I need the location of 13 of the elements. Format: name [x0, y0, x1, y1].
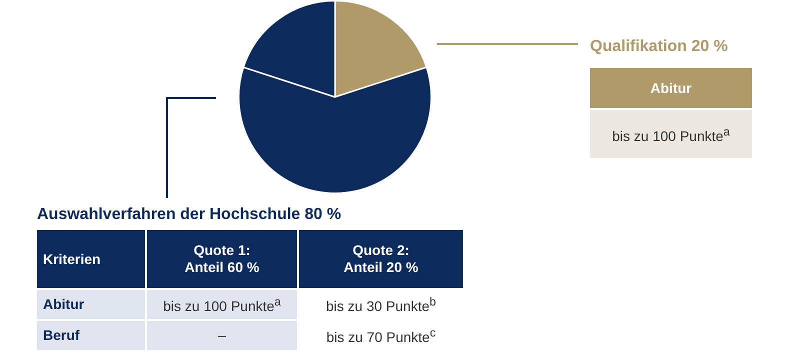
text: Beruf: [43, 327, 80, 343]
text: bis zu 30 Punkte$^{b}$: [326, 296, 436, 314]
text: bis zu 70 Punkte$^{c}$: [326, 326, 436, 346]
text: bis zu 100 Punkte$^{a}$: [612, 125, 730, 144]
text: –: [218, 327, 226, 343]
text: bis zu 100 Punkte$^{a}$: [163, 296, 281, 314]
text: Abitur: [650, 80, 692, 96]
text: Kriterien: [43, 250, 101, 266]
text: Quote 2: Anteil 20 %: [344, 242, 418, 275]
text: Auswahlverfahren der Hochschule 80 %: [37, 206, 342, 223]
text: Quote 1: Anteil 60 %: [184, 242, 260, 275]
text: Abitur: [43, 296, 84, 312]
text: Qualifikation 20 %: [590, 38, 728, 55]
